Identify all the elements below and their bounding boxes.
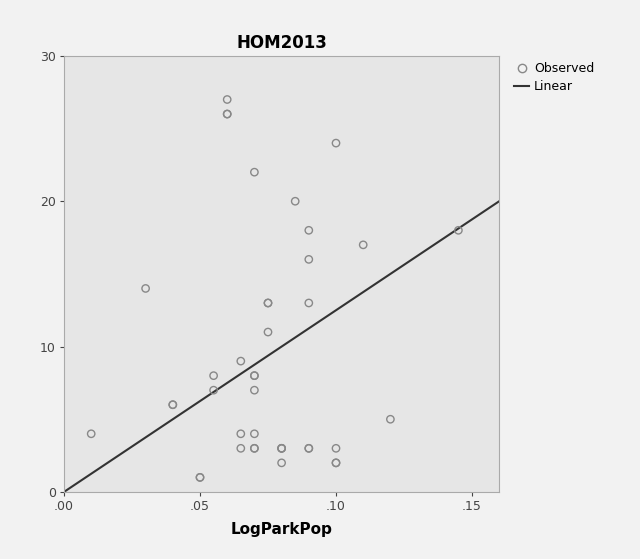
Point (250, 386, 260, 395)
Point (331, 139, 341, 148)
Point (331, 444, 341, 453)
Point (276, 444, 287, 453)
Point (453, 226, 463, 235)
Legend: Observed, Linear: Observed, Linear (514, 62, 595, 93)
Point (236, 357, 246, 366)
Point (358, 240, 369, 249)
Point (195, 473, 205, 482)
X-axis label: LogParkPop: LogParkPop (230, 522, 333, 537)
Point (290, 197, 300, 206)
Point (209, 386, 219, 395)
Point (250, 444, 260, 453)
Point (250, 168, 260, 177)
Point (168, 400, 178, 409)
Point (222, 95, 232, 104)
Point (195, 473, 205, 482)
Point (304, 299, 314, 307)
Point (304, 226, 314, 235)
Point (263, 299, 273, 307)
Point (222, 110, 232, 119)
Point (304, 444, 314, 453)
Point (222, 110, 232, 119)
Point (209, 371, 219, 380)
Point (86, 429, 97, 438)
Point (250, 371, 260, 380)
Point (385, 415, 396, 424)
Point (236, 444, 246, 453)
Point (250, 371, 260, 380)
Point (276, 458, 287, 467)
Title: HOM2013: HOM2013 (236, 34, 327, 51)
Point (263, 328, 273, 337)
Point (250, 444, 260, 453)
Point (331, 458, 341, 467)
Point (276, 444, 287, 453)
Point (263, 299, 273, 307)
Point (331, 458, 341, 467)
Point (304, 255, 314, 264)
Point (304, 444, 314, 453)
Point (276, 444, 287, 453)
Point (141, 284, 151, 293)
Point (168, 400, 178, 409)
Point (250, 429, 260, 438)
Point (236, 429, 246, 438)
